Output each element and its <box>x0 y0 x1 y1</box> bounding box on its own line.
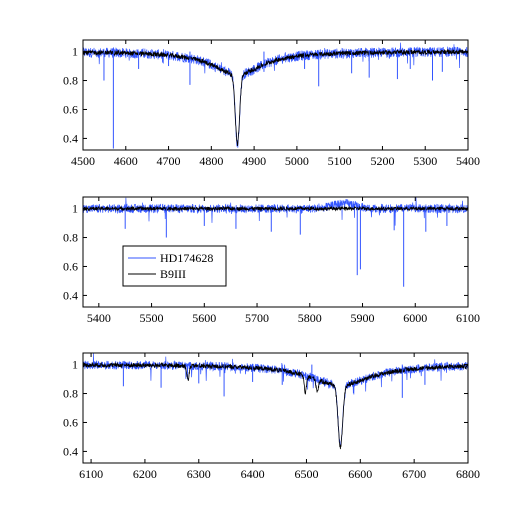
panel-3: 6100 6200 6300 6400 6500 6600 6700 6800 0.4 0.6 0.… <box>63 352 480 481</box>
x-tick-label: 4700 <box>157 154 181 168</box>
y-tick-label: 0.6 <box>63 415 78 429</box>
plot-frame <box>82 352 469 464</box>
legend: HD174628 B9III <box>122 245 227 287</box>
x-tick-label: 6400 <box>241 467 265 481</box>
legend-label: HD174628 <box>160 251 213 265</box>
legend-label: B9III <box>160 267 186 281</box>
x-tick-label: 5600 <box>192 311 216 325</box>
x-tick-label: 6800 <box>456 467 480 481</box>
b9iii-series-line-2 <box>83 205 468 212</box>
hd174628-series-line-3 <box>83 353 468 448</box>
x-tick-label: 6100 <box>79 467 103 481</box>
y-tick-label: 0.6 <box>63 102 78 116</box>
x-tick-label: 5500 <box>140 311 164 325</box>
y-tick-label: 1 <box>72 358 78 372</box>
b9iii-series-line-3 <box>83 361 468 450</box>
y-tick-label: 0.4 <box>63 444 78 458</box>
panel-1: 4500 4600 4700 4800 4900 5000 5100 5200 5300 5400… <box>63 39 480 168</box>
x-tick-label: 5000 <box>285 154 309 168</box>
x-tick-label: 6700 <box>402 467 426 481</box>
x-tick-label: 6300 <box>187 467 211 481</box>
x-tick-label: 6100 <box>456 311 480 325</box>
y-tick-label: 0.4 <box>63 288 78 302</box>
y-tick-label: 1 <box>72 45 78 59</box>
x-tick-label: 6200 <box>133 467 157 481</box>
x-tick-label: 5400 <box>456 154 480 168</box>
x-tick-label: 6500 <box>294 467 318 481</box>
x-tick-label: 4900 <box>242 154 266 168</box>
x-tick-label: 5100 <box>328 154 352 168</box>
panel-2: 5400 5500 5600 5700 5800 5900 6000 6100 0.4 0.6 0.… <box>63 196 480 325</box>
x-tick-label: 5200 <box>370 154 394 168</box>
legend-box <box>122 245 227 287</box>
x-tick-label: 4800 <box>199 154 223 168</box>
y-tick-label: 1 <box>72 202 78 216</box>
y-tick-label: 0.8 <box>63 387 78 401</box>
x-tick-label: 5700 <box>245 311 269 325</box>
hd174628-series-line-2 <box>83 197 468 226</box>
plot-frame <box>82 196 469 308</box>
x-tick-label: 5800 <box>298 311 322 325</box>
x-tick-label: 5400 <box>87 311 111 325</box>
y-tick-label: 0.4 <box>63 131 78 145</box>
x-tick-label: 5300 <box>413 154 437 168</box>
x-tick-label: 4600 <box>114 154 138 168</box>
b9iii-series-line-1 <box>83 48 468 147</box>
y-tick-label: 0.6 <box>63 259 78 273</box>
plot-frame <box>82 39 469 151</box>
x-tick-label: 6000 <box>403 311 427 325</box>
x-tick-label: 6600 <box>348 467 372 481</box>
x-tick-label: 5900 <box>351 311 375 325</box>
y-tick-label: 0.8 <box>63 74 78 88</box>
y-tick-label: 0.8 <box>63 231 78 245</box>
x-tick-label: 4500 <box>71 154 95 168</box>
